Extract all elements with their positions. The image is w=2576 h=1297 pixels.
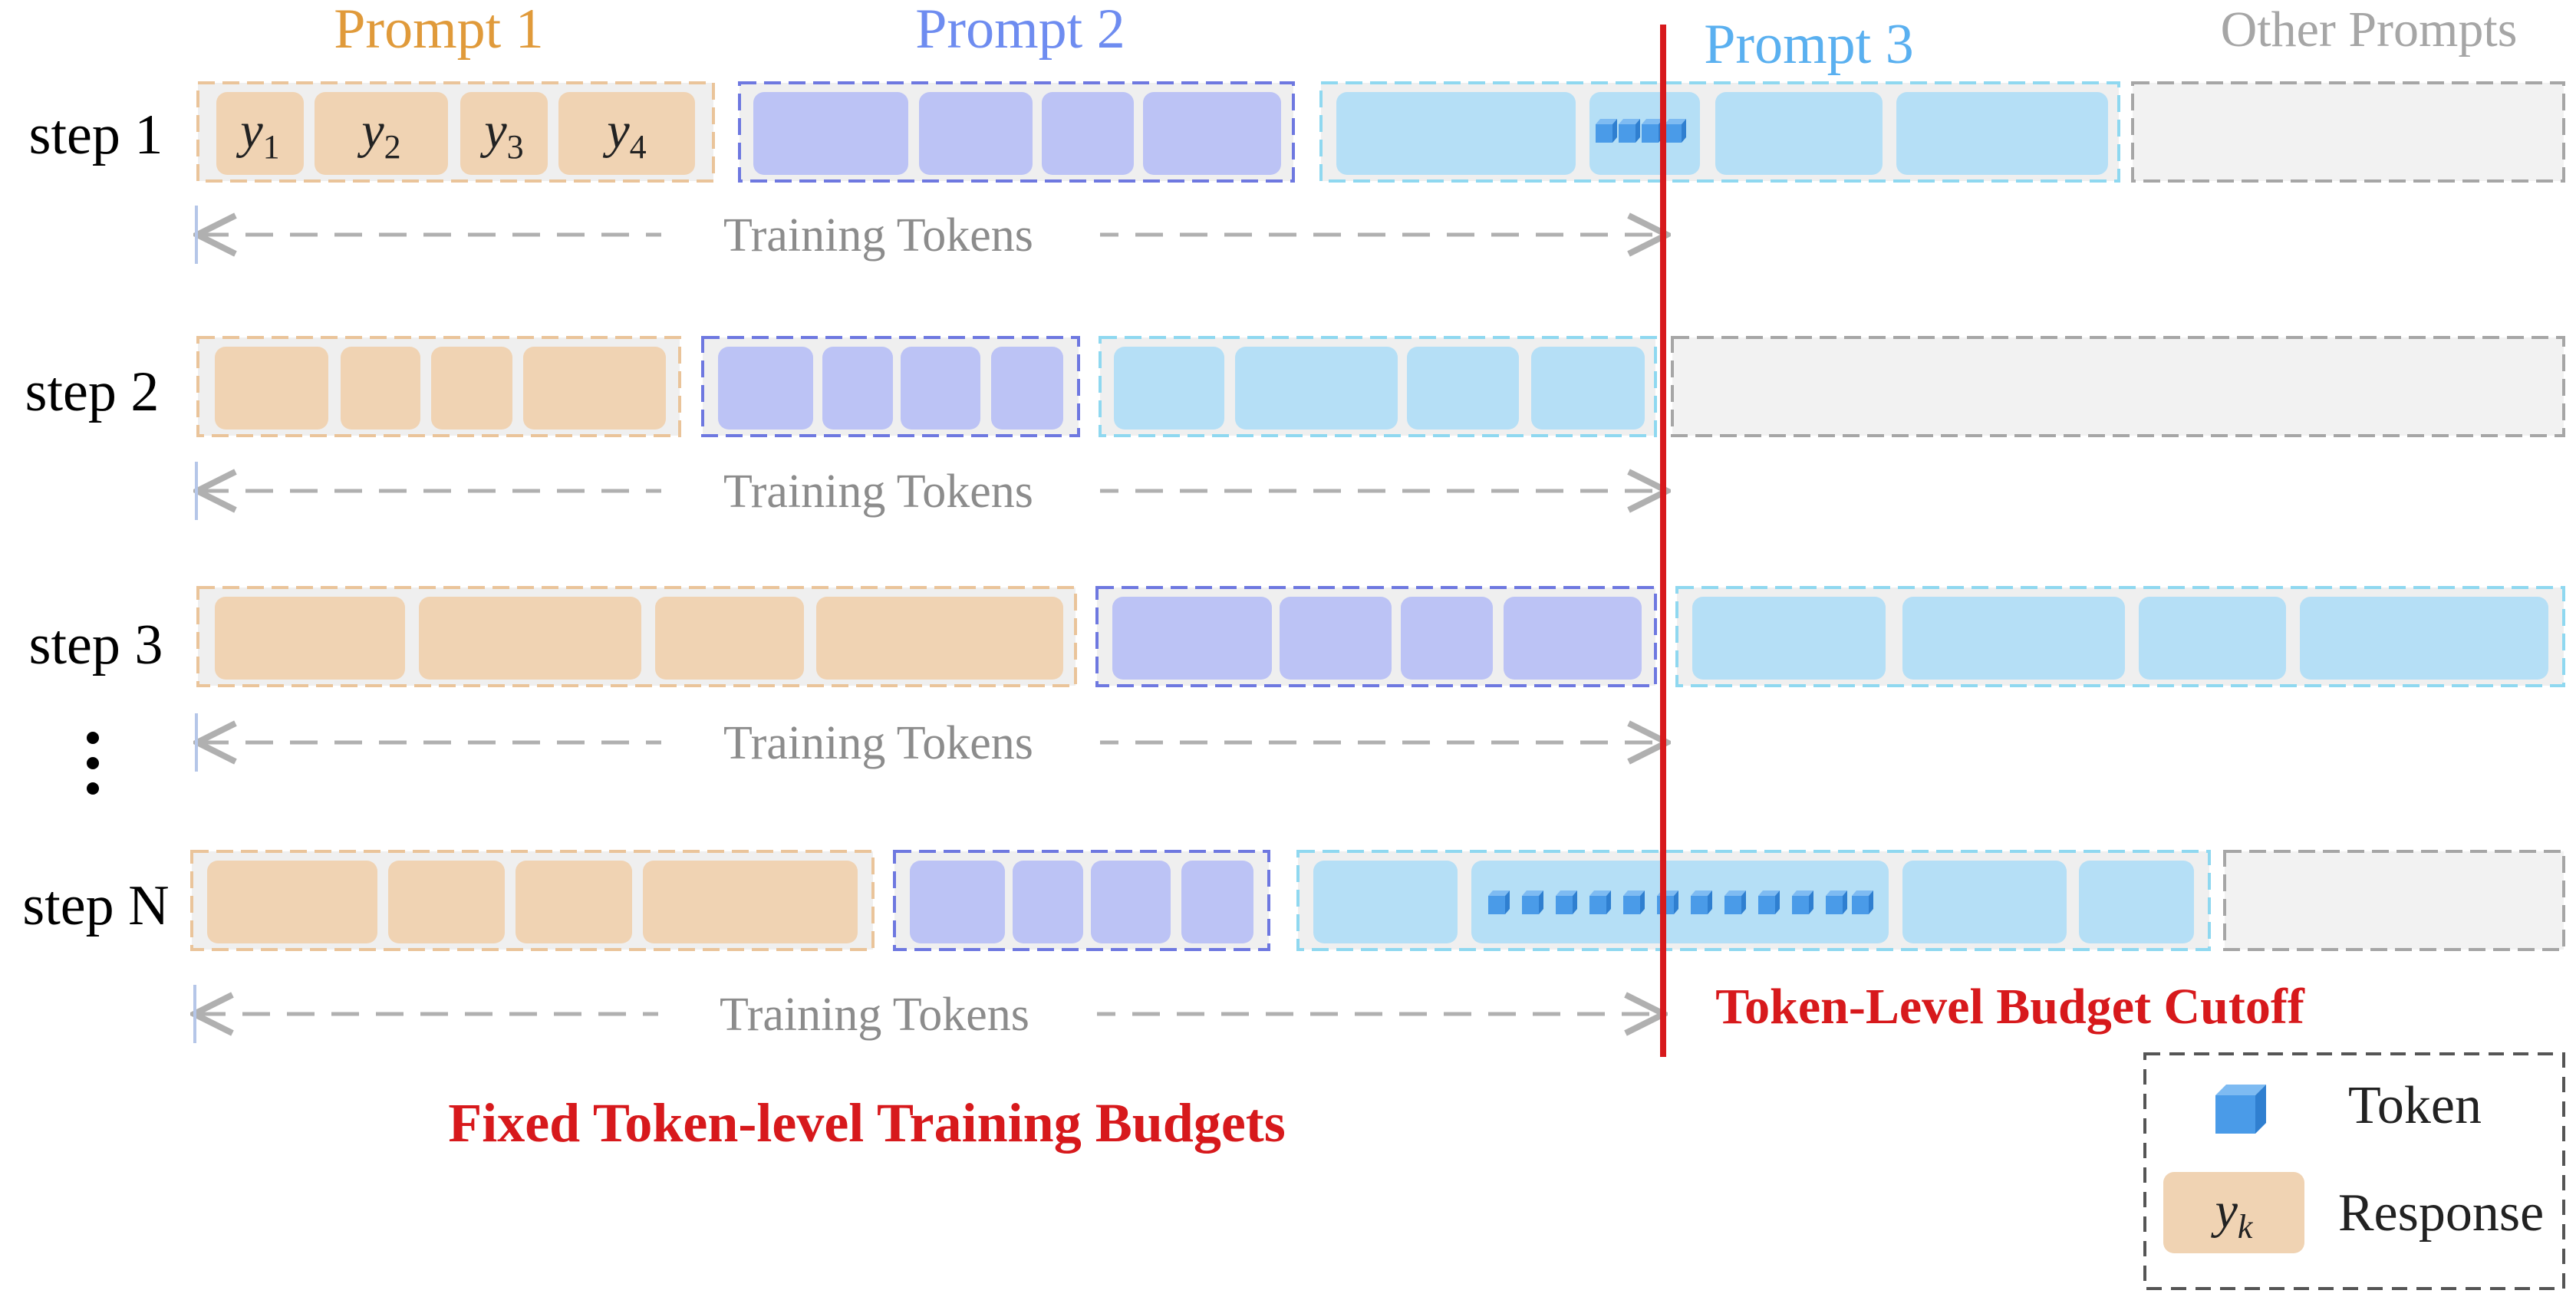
response-block — [516, 861, 632, 943]
response-block — [1143, 92, 1281, 175]
response-block — [910, 861, 1005, 943]
legend-response-label: Response — [2338, 1183, 2544, 1243]
response-block — [215, 347, 328, 430]
training-tokens-label: Training Tokens — [720, 989, 1029, 1041]
step-3-row: Training Tokens — [196, 586, 2565, 772]
response-block — [215, 597, 405, 680]
response-block — [1336, 92, 1576, 175]
response-block — [2079, 861, 2194, 943]
response-label-y3: y3 — [479, 103, 523, 166]
response-block — [341, 347, 420, 430]
token-cubes — [1596, 119, 1686, 143]
response-block — [1313, 861, 1458, 943]
response-block — [1407, 347, 1519, 430]
other-prompts-group — [2131, 81, 2565, 183]
response-block — [822, 347, 893, 430]
response-block — [718, 347, 813, 430]
response-block — [207, 861, 377, 943]
training-tokens-label: Training Tokens — [723, 717, 1033, 769]
response-block — [1181, 861, 1253, 943]
response-block — [1091, 861, 1171, 943]
step-1-row: y1 y2 y3 y4 Training Tokens — [196, 81, 2565, 264]
vertical-ellipsis — [87, 732, 99, 795]
legend-response-swatch — [2163, 1172, 2304, 1253]
step-n-row: Training Tokens — [190, 850, 2565, 1043]
response-block — [315, 92, 448, 175]
response-block — [919, 92, 1033, 175]
step-label: step N — [22, 874, 169, 937]
response-block — [991, 347, 1063, 430]
other-prompts-group — [1671, 336, 2565, 437]
response-block — [1692, 597, 1886, 680]
training-tokens-label: Training Tokens — [723, 209, 1033, 262]
training-tokens-label: Training Tokens — [723, 466, 1033, 518]
response-block — [2300, 597, 2548, 680]
response-block — [1715, 92, 1883, 175]
response-block — [753, 92, 908, 175]
legend: Token yk Response — [2143, 1052, 2565, 1290]
response-block — [1280, 597, 1392, 680]
legend-token-label: Token — [2348, 1076, 2482, 1135]
response-block — [901, 347, 980, 430]
legend-response-symbol: yk — [2211, 1183, 2254, 1246]
response-block — [1531, 347, 1645, 430]
response-block — [643, 861, 858, 943]
footer-title: Fixed Token-level Training Budgets — [448, 1092, 1286, 1154]
cutoff-label: Token-Level Budget Cutoff — [1715, 979, 2305, 1035]
response-block — [558, 92, 695, 175]
response-block — [1902, 861, 2067, 943]
cube-icon — [2215, 1085, 2266, 1134]
response-block — [388, 861, 505, 943]
other-prompts-group — [2223, 850, 2565, 951]
response-block — [419, 597, 641, 680]
header-prompt2: Prompt 2 — [915, 0, 1125, 61]
header-other-prompts: Other Prompts — [2221, 2, 2518, 58]
response-block — [216, 92, 304, 175]
response-block — [1235, 347, 1398, 430]
response-block — [523, 347, 666, 430]
response-block — [1013, 861, 1083, 943]
response-block — [1401, 597, 1493, 680]
step-label: step 1 — [29, 104, 163, 166]
response-block — [1112, 597, 1272, 680]
header-prompt3: Prompt 3 — [1704, 13, 1913, 76]
step-2-row: Training Tokens — [196, 336, 2565, 520]
step-label: step 2 — [25, 360, 160, 423]
response-block — [655, 597, 804, 680]
response-block — [1504, 597, 1642, 680]
step-label: step 3 — [29, 614, 163, 676]
response-block — [1114, 347, 1224, 430]
response-block — [460, 92, 548, 175]
response-block — [2139, 597, 2286, 680]
response-block — [1902, 597, 2125, 680]
response-block — [431, 347, 512, 430]
response-block — [1896, 92, 2108, 175]
response-block — [1471, 861, 1889, 943]
response-block — [1042, 92, 1134, 175]
token-cubes — [1488, 890, 1873, 914]
header-prompt1: Prompt 1 — [334, 0, 543, 61]
response-block — [816, 597, 1063, 680]
